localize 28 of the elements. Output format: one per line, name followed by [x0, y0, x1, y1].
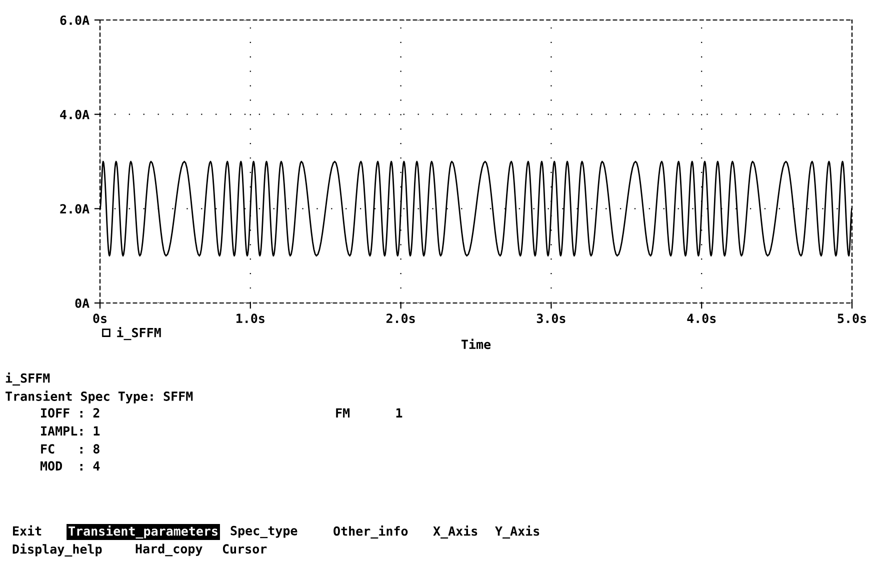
y-tick-label: 4.0A: [60, 110, 90, 120]
x-tick-label: 0s: [93, 314, 107, 324]
text: i_SFFM: [6, 372, 50, 386]
text: Transient_parameters: [68, 525, 218, 539]
text: X_Axis: [433, 525, 478, 539]
text: Transient Spec Type: SFFM: [6, 390, 193, 404]
text: MOD : 4: [40, 461, 100, 471]
x-axis-title: Time: [462, 338, 491, 350]
text: Spec_type: [230, 526, 298, 538]
text: IAMPL: 1: [41, 426, 100, 436]
text: Other_info: [334, 525, 408, 539]
text: Exit: [13, 525, 42, 536]
text: FC : 8: [41, 444, 100, 454]
text: Cursor: [222, 544, 267, 554]
y-tick-label: 2.0A: [60, 204, 90, 214]
y-tick-label: 6.0A: [60, 15, 90, 25]
x-tick-label: 2.0s: [386, 314, 415, 324]
text: Y_Axis: [495, 525, 540, 539]
legend-label: i_SFFM: [117, 326, 161, 340]
x-tick-label: 4.0s: [687, 314, 716, 324]
x-tick-label: 1.0s: [236, 314, 264, 324]
text: Hard_copy: [136, 544, 202, 556]
x-tick-label: 3.0s: [536, 314, 566, 324]
y-tick-label: 0A: [75, 298, 90, 308]
x-tick-label: 5.0s: [838, 314, 866, 324]
text: Display_help: [12, 543, 102, 557]
text: IOFF : 2: [41, 408, 100, 418]
text: FM 1: [336, 408, 402, 418]
